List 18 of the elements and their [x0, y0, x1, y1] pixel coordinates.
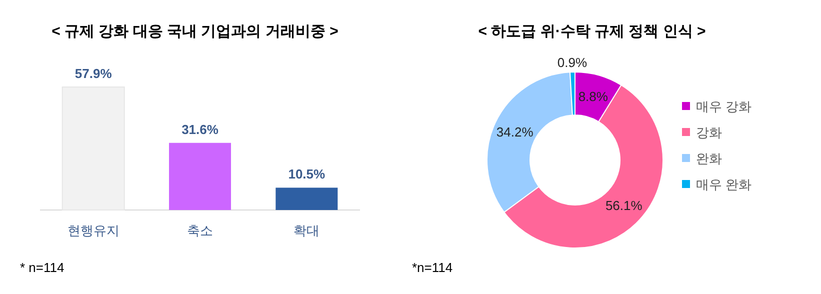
data-label: 34.2%: [496, 124, 534, 140]
data-label: 31.6%: [182, 122, 219, 137]
chart-title: < 규제 강화 대응 국내 기업과의 거래비중 >: [52, 23, 339, 40]
x-tick-label: 현행유지: [67, 223, 120, 238]
data-label: 8.8%: [578, 89, 608, 104]
text: *n=114: [412, 260, 453, 275]
legend-label: 매우 강화: [696, 99, 752, 114]
data-label: 57.9%: [74, 66, 112, 81]
legend-label: 매우 완화: [696, 177, 752, 192]
text: * n=114: [20, 260, 64, 275]
x-tick-label: 축소: [187, 223, 213, 238]
chart-title: < 하도급 위·수탁 규제 정책 인식 >: [478, 23, 706, 40]
data-label: 56.1%: [605, 198, 643, 214]
legend-label: 완화: [696, 151, 722, 166]
legend-label: 강화: [696, 125, 722, 140]
x-tick-label: 확대: [294, 223, 320, 238]
data-label: 10.5%: [288, 166, 326, 182]
data-label: 0.9%: [557, 55, 588, 70]
